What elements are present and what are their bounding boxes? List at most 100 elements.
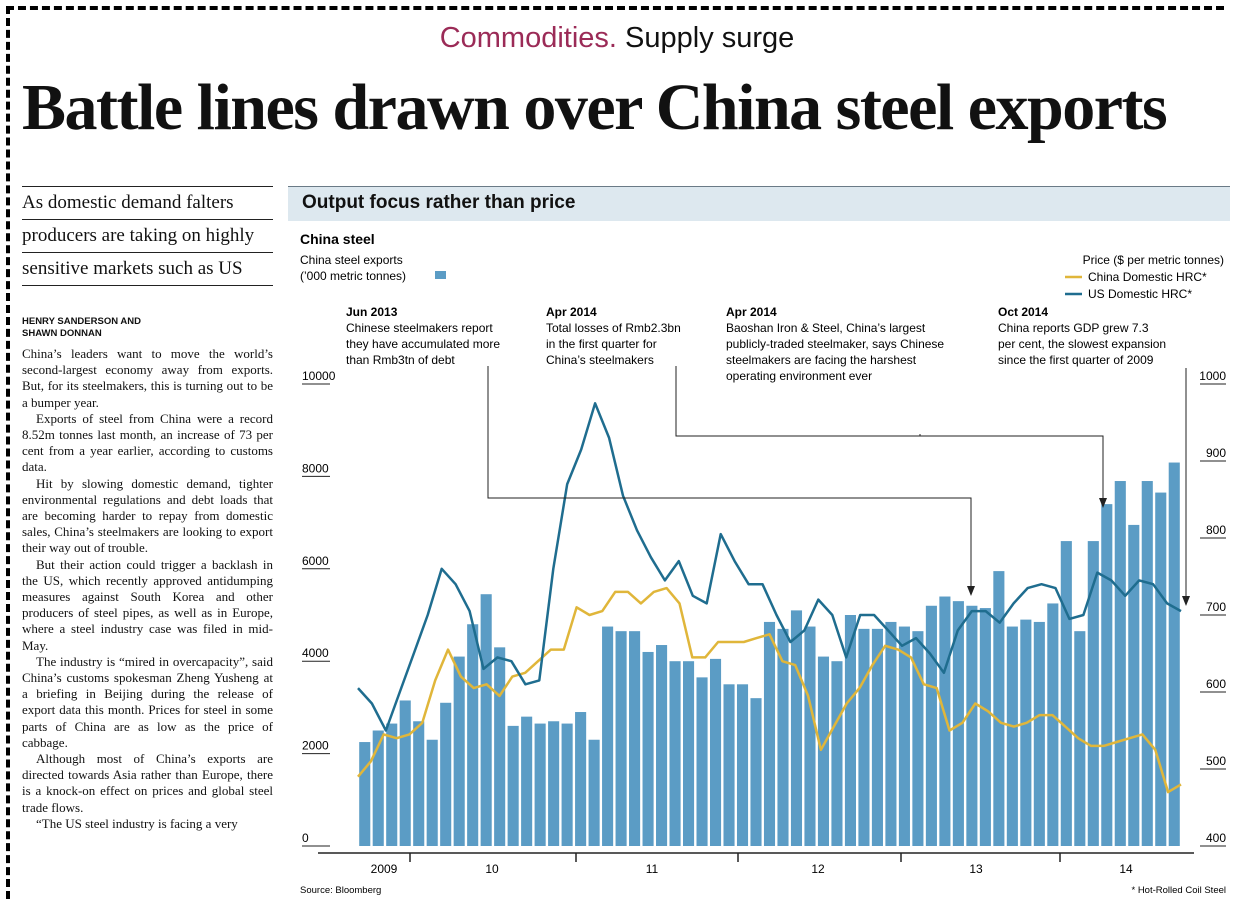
export-bar xyxy=(1033,621,1045,846)
chart-header: Output focus rather than price xyxy=(302,192,576,213)
annotation-text: since the first quarter of 2009 xyxy=(998,353,1154,367)
export-bar xyxy=(386,723,398,846)
article-paragraph: But their action could trigger a backlas… xyxy=(22,556,273,653)
article-paragraph: Exports of steel from China were a recor… xyxy=(22,410,273,475)
export-bar xyxy=(656,645,668,846)
article-paragraph: China’s leaders want to move the world’s… xyxy=(22,346,273,410)
x-tick-label: 14 xyxy=(1119,862,1133,876)
export-bar xyxy=(709,658,722,846)
left-tick-label: 4000 xyxy=(302,646,329,660)
chart-graphic: Output focus rather than price China ste… xyxy=(288,186,1232,901)
right-tick-label: 500 xyxy=(1206,754,1226,768)
export-bar xyxy=(925,605,937,846)
export-bar xyxy=(993,571,1005,846)
export-bar xyxy=(467,624,479,846)
right-tick-label: 1000 xyxy=(1199,369,1226,383)
export-bar xyxy=(790,610,803,846)
export-bar xyxy=(723,684,735,846)
us-domestic-hrc-line xyxy=(357,402,1182,732)
export-bar xyxy=(952,601,964,846)
right-tick-label: 700 xyxy=(1206,600,1226,614)
annotation-text: operating environment ever xyxy=(726,369,872,383)
export-bar xyxy=(885,621,897,846)
export-bar xyxy=(1168,462,1180,846)
x-tick-label: 10 xyxy=(485,862,499,876)
article-paragraph: The industry is “mired in overcapacity”,… xyxy=(22,653,273,750)
export-bar xyxy=(1155,492,1167,846)
annotation-text: Baoshan Iron & Steel, China’s largest xyxy=(726,321,926,335)
annotation-text: Chinese steelmakers report xyxy=(346,321,493,335)
chart-header-bar: Output focus rather than price xyxy=(288,186,1230,221)
export-bar xyxy=(453,656,465,846)
export-bar xyxy=(399,700,411,846)
export-bar xyxy=(1060,541,1072,846)
annotation-date: Apr 2014 xyxy=(726,305,777,319)
steel-chart: China steel China steel exports (’000 me… xyxy=(300,231,1226,896)
annotation-date: Oct 2014 xyxy=(998,305,1048,319)
export-bar xyxy=(898,626,910,846)
left-axis: 0 2000 4000 6000 8000 10000 xyxy=(302,369,336,847)
export-bar xyxy=(844,615,856,846)
export-bar xyxy=(736,684,749,846)
export-bar xyxy=(1020,619,1032,846)
china-domestic-hrc-line xyxy=(357,586,1182,794)
x-tick-label: 11 xyxy=(646,862,659,876)
export-bar xyxy=(912,631,924,846)
export-bar xyxy=(1114,481,1126,846)
x-axis: 2009 10 11 12 13 14 xyxy=(371,853,1133,876)
export-bar xyxy=(817,656,830,846)
byline: HENRY SANDERSON AND SHAWN DONNAN xyxy=(22,316,273,340)
section-label[interactable]: Commodities. xyxy=(439,22,617,54)
export-bar xyxy=(804,626,816,846)
export-bar xyxy=(966,605,978,846)
export-bar xyxy=(575,712,587,846)
export-bar xyxy=(440,702,452,846)
export-bar xyxy=(561,723,573,846)
left-tick-label: 10000 xyxy=(302,369,336,383)
section-kicker: Commodities. Supply surge xyxy=(0,22,1234,55)
export-bar xyxy=(763,621,776,846)
export-bar xyxy=(871,628,883,846)
annotation-text: steelmakers are facing the harshest xyxy=(726,353,917,367)
headline: Battle lines drawn over China steel expo… xyxy=(22,71,1168,144)
article-paragraph: Although most of China’s exports are dir… xyxy=(22,751,273,815)
export-bars xyxy=(359,462,1180,846)
export-bar xyxy=(979,608,991,846)
left-tick-label: 0 xyxy=(302,831,309,845)
standfirst-line: sensitive markets such as US xyxy=(22,252,273,286)
annotation-date: Apr 2014 xyxy=(546,305,597,319)
page-border xyxy=(6,6,1224,899)
export-bar xyxy=(521,716,533,846)
right-axis-title: Price ($ per metric tonnes) xyxy=(1083,253,1224,267)
export-bar xyxy=(1087,541,1099,846)
annotation-text: China’s steelmakers xyxy=(546,353,654,367)
annotation-leaders xyxy=(487,366,1190,606)
export-bar xyxy=(1101,504,1113,846)
article-body: China’s leaders want to move the world’s… xyxy=(22,346,273,898)
export-bar xyxy=(1006,626,1018,846)
right-tick-label: 900 xyxy=(1206,446,1226,460)
leader-arrowhead xyxy=(1182,596,1190,606)
export-bar xyxy=(413,721,425,846)
export-bar xyxy=(642,651,654,846)
right-tick-label: 800 xyxy=(1206,523,1226,537)
right-tick-label: 400 xyxy=(1206,831,1226,845)
export-bar xyxy=(831,661,843,846)
us-legend-label: US Domestic HRC* xyxy=(1088,287,1192,301)
china-legend-label: China Domestic HRC* xyxy=(1088,270,1207,284)
export-bar xyxy=(602,626,614,846)
export-bar xyxy=(777,628,789,846)
bar-series-label: China steel exports xyxy=(300,253,403,267)
chart-title: China steel xyxy=(300,231,375,247)
export-bar xyxy=(750,698,762,846)
right-tick-label: 600 xyxy=(1206,677,1226,691)
export-bar xyxy=(534,723,546,846)
export-bar xyxy=(1047,603,1059,846)
export-bar xyxy=(629,631,641,846)
export-bar xyxy=(683,661,695,846)
annotation-text: China reports GDP grew 7.3 xyxy=(998,321,1149,335)
x-tick-label: 2009 xyxy=(371,862,398,876)
annotation-text: Total losses of Rmb2.3bn xyxy=(546,321,681,335)
export-bar xyxy=(426,739,438,846)
export-bar xyxy=(359,742,371,846)
